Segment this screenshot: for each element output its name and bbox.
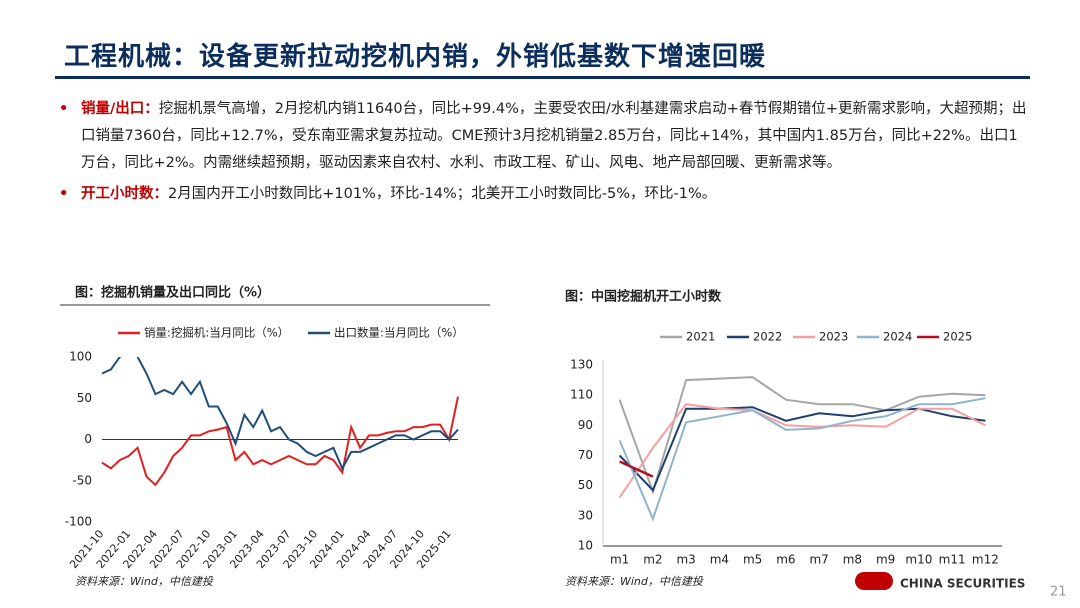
series-line <box>618 406 986 493</box>
series-line <box>618 403 986 499</box>
slide-title: 工程机械：设备更新拉动挖机内销，外销低基数下增速回暖 <box>64 42 767 72</box>
y-tick-label: 70 <box>578 448 593 462</box>
x-tick-label: m11 <box>939 553 966 567</box>
page-number: 21 <box>1050 585 1067 600</box>
x-tick-label: m9 <box>876 553 895 567</box>
x-tick-label: m7 <box>809 553 828 567</box>
chart-source: 资料来源：Wind，中信建投 <box>565 575 704 588</box>
series-line <box>618 376 986 495</box>
x-tick-label: m4 <box>710 553 729 567</box>
y-tick-label: 100 <box>69 350 92 364</box>
chart-source: 资料来源：Wind，中信建投 <box>75 575 214 588</box>
y-tick-label: 50 <box>77 391 92 405</box>
series-line <box>101 396 459 487</box>
y-tick-label: 10 <box>578 539 593 553</box>
bullet-label: 开工小时数： <box>81 186 168 202</box>
chart-title: 图：中国挖掘机开工小时数 <box>565 289 722 305</box>
legend-label: 2022 <box>753 330 782 344</box>
x-tick-label: m5 <box>743 553 762 567</box>
legend-label: 2024 <box>883 330 912 344</box>
bullet-text: 挖掘机景气高增，2月挖机内销11640台，同比+99.4%，主要受农田/水利基建… <box>81 101 1027 171</box>
x-tick-label: m10 <box>905 553 932 567</box>
series-line <box>619 460 654 478</box>
bullet: 开工小时数：2月国内开工小时数同比+101%，环比-14%；北美开工小时数同比-… <box>55 181 1030 208</box>
brand: CHINA SECURITIES <box>900 577 1025 591</box>
y-tick-label: 90 <box>578 418 593 432</box>
legend-label: 销量:挖掘机:当月同比（%） <box>144 326 289 340</box>
logo <box>855 572 893 590</box>
bullet-label: 销量/出口： <box>81 101 159 117</box>
x-tick-label: m2 <box>643 553 662 567</box>
series-line <box>101 357 459 471</box>
bullets: 销量/出口：挖掘机景气高增，2月挖机内销11640台，同比+99.4%，主要受农… <box>55 96 1030 212</box>
y-tick-label: 0 <box>84 432 92 446</box>
x-tick-label: m6 <box>776 553 795 567</box>
x-tick-label: m12 <box>972 553 999 567</box>
y-tick-label: 110 <box>570 388 593 402</box>
legend-label: 2021 <box>686 330 715 344</box>
chart-title: 图：挖掘机销量及出口同比（%） <box>75 285 270 301</box>
x-tick-label: m1 <box>610 553 629 567</box>
x-tick-label: m8 <box>843 553 862 567</box>
y-tick-label: -50 <box>72 473 92 487</box>
legend-label: 2025 <box>943 330 972 344</box>
y-tick-label: 130 <box>570 358 593 372</box>
y-tick-label: 50 <box>578 478 593 492</box>
x-tick-label: m3 <box>676 553 695 567</box>
bullet: 销量/出口：挖掘机景气高增，2月挖机内销11640台，同比+99.4%，主要受农… <box>55 96 1030 177</box>
series-line <box>618 397 986 522</box>
y-tick-label: -100 <box>65 515 92 529</box>
legend-label: 2023 <box>819 330 848 344</box>
bullet-text: 2月国内开工小时数同比+101%，环比-14%；北美开工小时数同比-5%，环比-… <box>168 186 717 202</box>
legend-label: 出口数量:当月同比（%） <box>334 326 464 340</box>
y-tick-label: 30 <box>578 508 593 522</box>
title-rule <box>55 76 1030 79</box>
